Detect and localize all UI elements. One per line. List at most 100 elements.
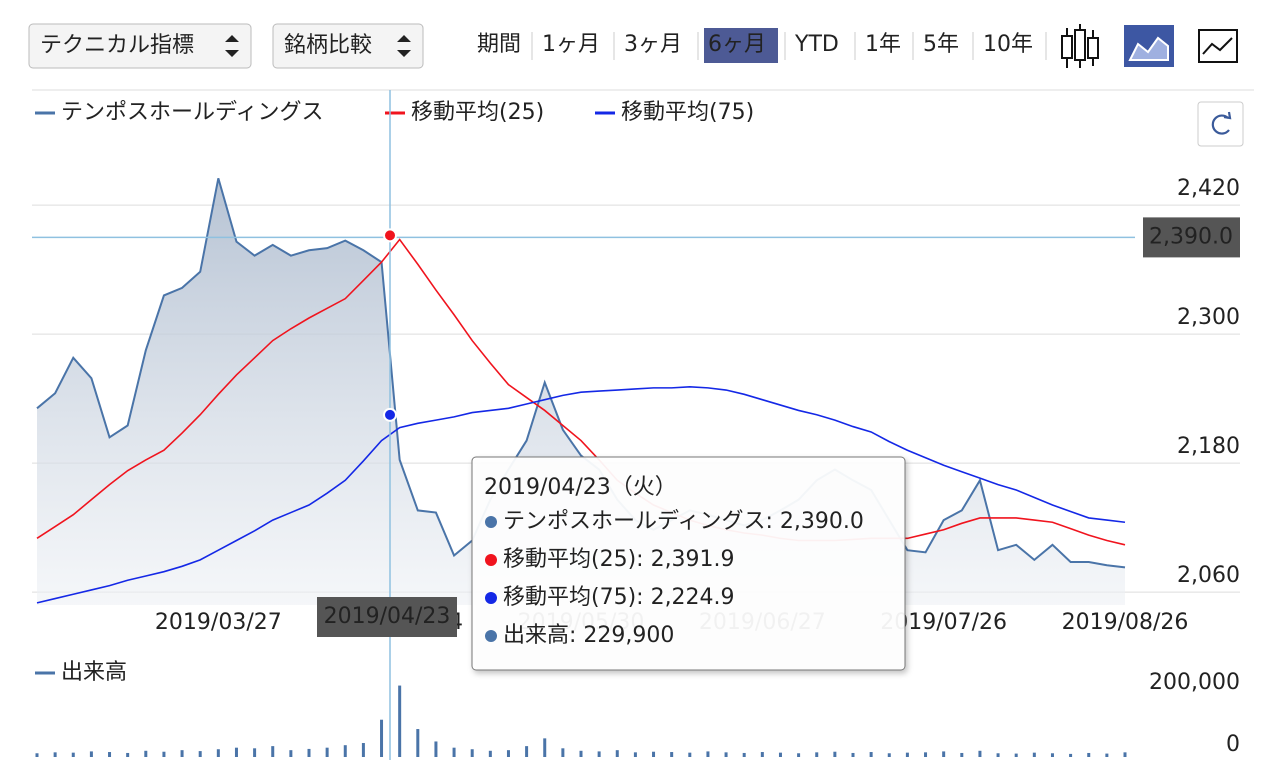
candle-bodies[interactable]: [1061, 29, 1099, 61]
volume-bar: [670, 752, 674, 757]
select-box[interactable]: [28, 23, 252, 69]
volume-bar: [343, 745, 347, 757]
volume-bar: [978, 750, 982, 757]
y-tick-label: 200,000: [1149, 670, 1240, 695]
volume-bar: [488, 750, 492, 757]
volume-bar: [1087, 752, 1091, 757]
volume-bar: [815, 752, 819, 757]
volume-bar: [271, 746, 275, 757]
crosshair-point: [383, 228, 397, 243]
tooltip-dot: [485, 592, 497, 604]
series-line: [36, 238, 1126, 546]
volume-bar: [869, 752, 873, 757]
crosshair-point: [383, 407, 397, 422]
range-button[interactable]: 6ヶ月: [708, 32, 766, 57]
volume-bar: [597, 751, 601, 757]
range-button[interactable]: 5年: [923, 32, 959, 57]
y-tick-label: 2,180: [1177, 434, 1240, 459]
volume-bar: [126, 752, 130, 757]
refresh-button[interactable]: [1197, 101, 1244, 147]
y-tick-label: 2,420: [1177, 176, 1240, 201]
volume-bar: [688, 752, 692, 757]
volume-bar: [652, 751, 656, 757]
volume-bar: [416, 729, 420, 757]
select-arrows: [397, 35, 411, 57]
refresh-box[interactable]: [1197, 101, 1244, 147]
volume-bar: [924, 752, 928, 757]
volume-bar: [960, 752, 964, 757]
volume-bar: [325, 747, 329, 757]
range-button[interactable]: 1ヶ月: [542, 32, 600, 57]
range-button[interactable]: 10年: [983, 32, 1033, 57]
volume-bar: [996, 753, 1000, 757]
series-line: [36, 385, 1126, 604]
volume-bar: [1105, 753, 1109, 757]
x-tick-label: 2019/03/27: [155, 610, 282, 635]
y-tick-label: 0: [1226, 732, 1240, 757]
legend-label[interactable]: テンポスホールディングス: [61, 100, 323, 125]
y-tick-label: 2,060: [1177, 563, 1240, 588]
crosshair-value: 2,390.0: [1149, 224, 1233, 249]
y-tick-label: 2,300: [1177, 305, 1240, 330]
select-arrows: [225, 35, 239, 57]
tooltip-item: テンポスホールディングス: 2,390.0: [503, 509, 864, 534]
tooltip: 2019/04/23（火） テンポスホールディングス: 2,390.0 移動平均(2…: [471, 456, 906, 671]
volume-bar: [434, 741, 438, 757]
volume-bar: [543, 738, 547, 757]
volume-bar: [778, 752, 782, 757]
volume-bar: [289, 750, 293, 757]
line-icon-box[interactable]: [1198, 29, 1238, 63]
volume-bar: [833, 751, 837, 757]
period-label: 期間: [477, 32, 521, 57]
volume-bar: [398, 685, 402, 757]
volume-bar: [35, 753, 39, 757]
volume-bar: [797, 753, 801, 757]
volume-bar: [1014, 753, 1018, 757]
volume-bar: [144, 750, 148, 757]
tooltip-dot: [485, 630, 497, 642]
legend-label[interactable]: 移動平均(25): [411, 100, 544, 125]
volume-bar: [53, 752, 57, 757]
volume-bar: [633, 752, 637, 757]
crosshair-date: 2019/04/23: [324, 604, 451, 629]
range-selected: [704, 28, 778, 63]
line-icon: [1202, 37, 1233, 55]
volume-bar: [1050, 753, 1054, 757]
series-line: [36, 177, 1126, 569]
volume-bar: [180, 750, 184, 757]
select-label[interactable]: テクニカル指標: [40, 33, 194, 58]
tooltip-item: 移動平均(25): 2,391.9: [503, 547, 735, 572]
tooltip-box: [471, 456, 906, 671]
volume-bar: [579, 750, 583, 757]
range-button[interactable]: 3ヶ月: [624, 32, 682, 57]
volume-bar: [71, 752, 75, 757]
select-box[interactable]: [272, 23, 424, 69]
tooltip-item: 出来高: 229,900: [503, 623, 674, 648]
volume-bar: [760, 752, 764, 757]
volume-bar: [1069, 753, 1073, 757]
volume-bar: [1032, 752, 1036, 757]
volume-bar: [1123, 752, 1127, 757]
refresh-arrow: [1223, 111, 1232, 120]
range-button[interactable]: 1年: [865, 32, 901, 57]
volume-bar: [887, 753, 891, 757]
volume-bar: [380, 719, 384, 757]
volume-bar: [942, 751, 946, 757]
range-button[interactable]: YTD: [794, 32, 839, 57]
volume-bar: [506, 750, 510, 757]
select-label[interactable]: 銘柄比較: [284, 33, 372, 58]
volume-bar: [470, 749, 474, 757]
x-tick-label: 2019/08/26: [1062, 610, 1189, 635]
volume-bar: [615, 750, 619, 757]
toolbar: テクニカル指標 銘柄比較 期間 1ヶ月 3ヶ月 6ヶ月 YTD 1年 5年 10年: [28, 23, 1238, 69]
refresh-icon: [1211, 114, 1230, 135]
legend-label[interactable]: 移動平均(75): [621, 100, 754, 125]
volume-bar: [724, 752, 728, 757]
volume-bar: [216, 749, 220, 757]
legend-label[interactable]: 出来高: [61, 660, 127, 685]
volume-bar: [525, 746, 529, 757]
volume-bar: [162, 751, 166, 757]
volume-bar: [452, 747, 456, 757]
area-icon: [1128, 36, 1169, 61]
